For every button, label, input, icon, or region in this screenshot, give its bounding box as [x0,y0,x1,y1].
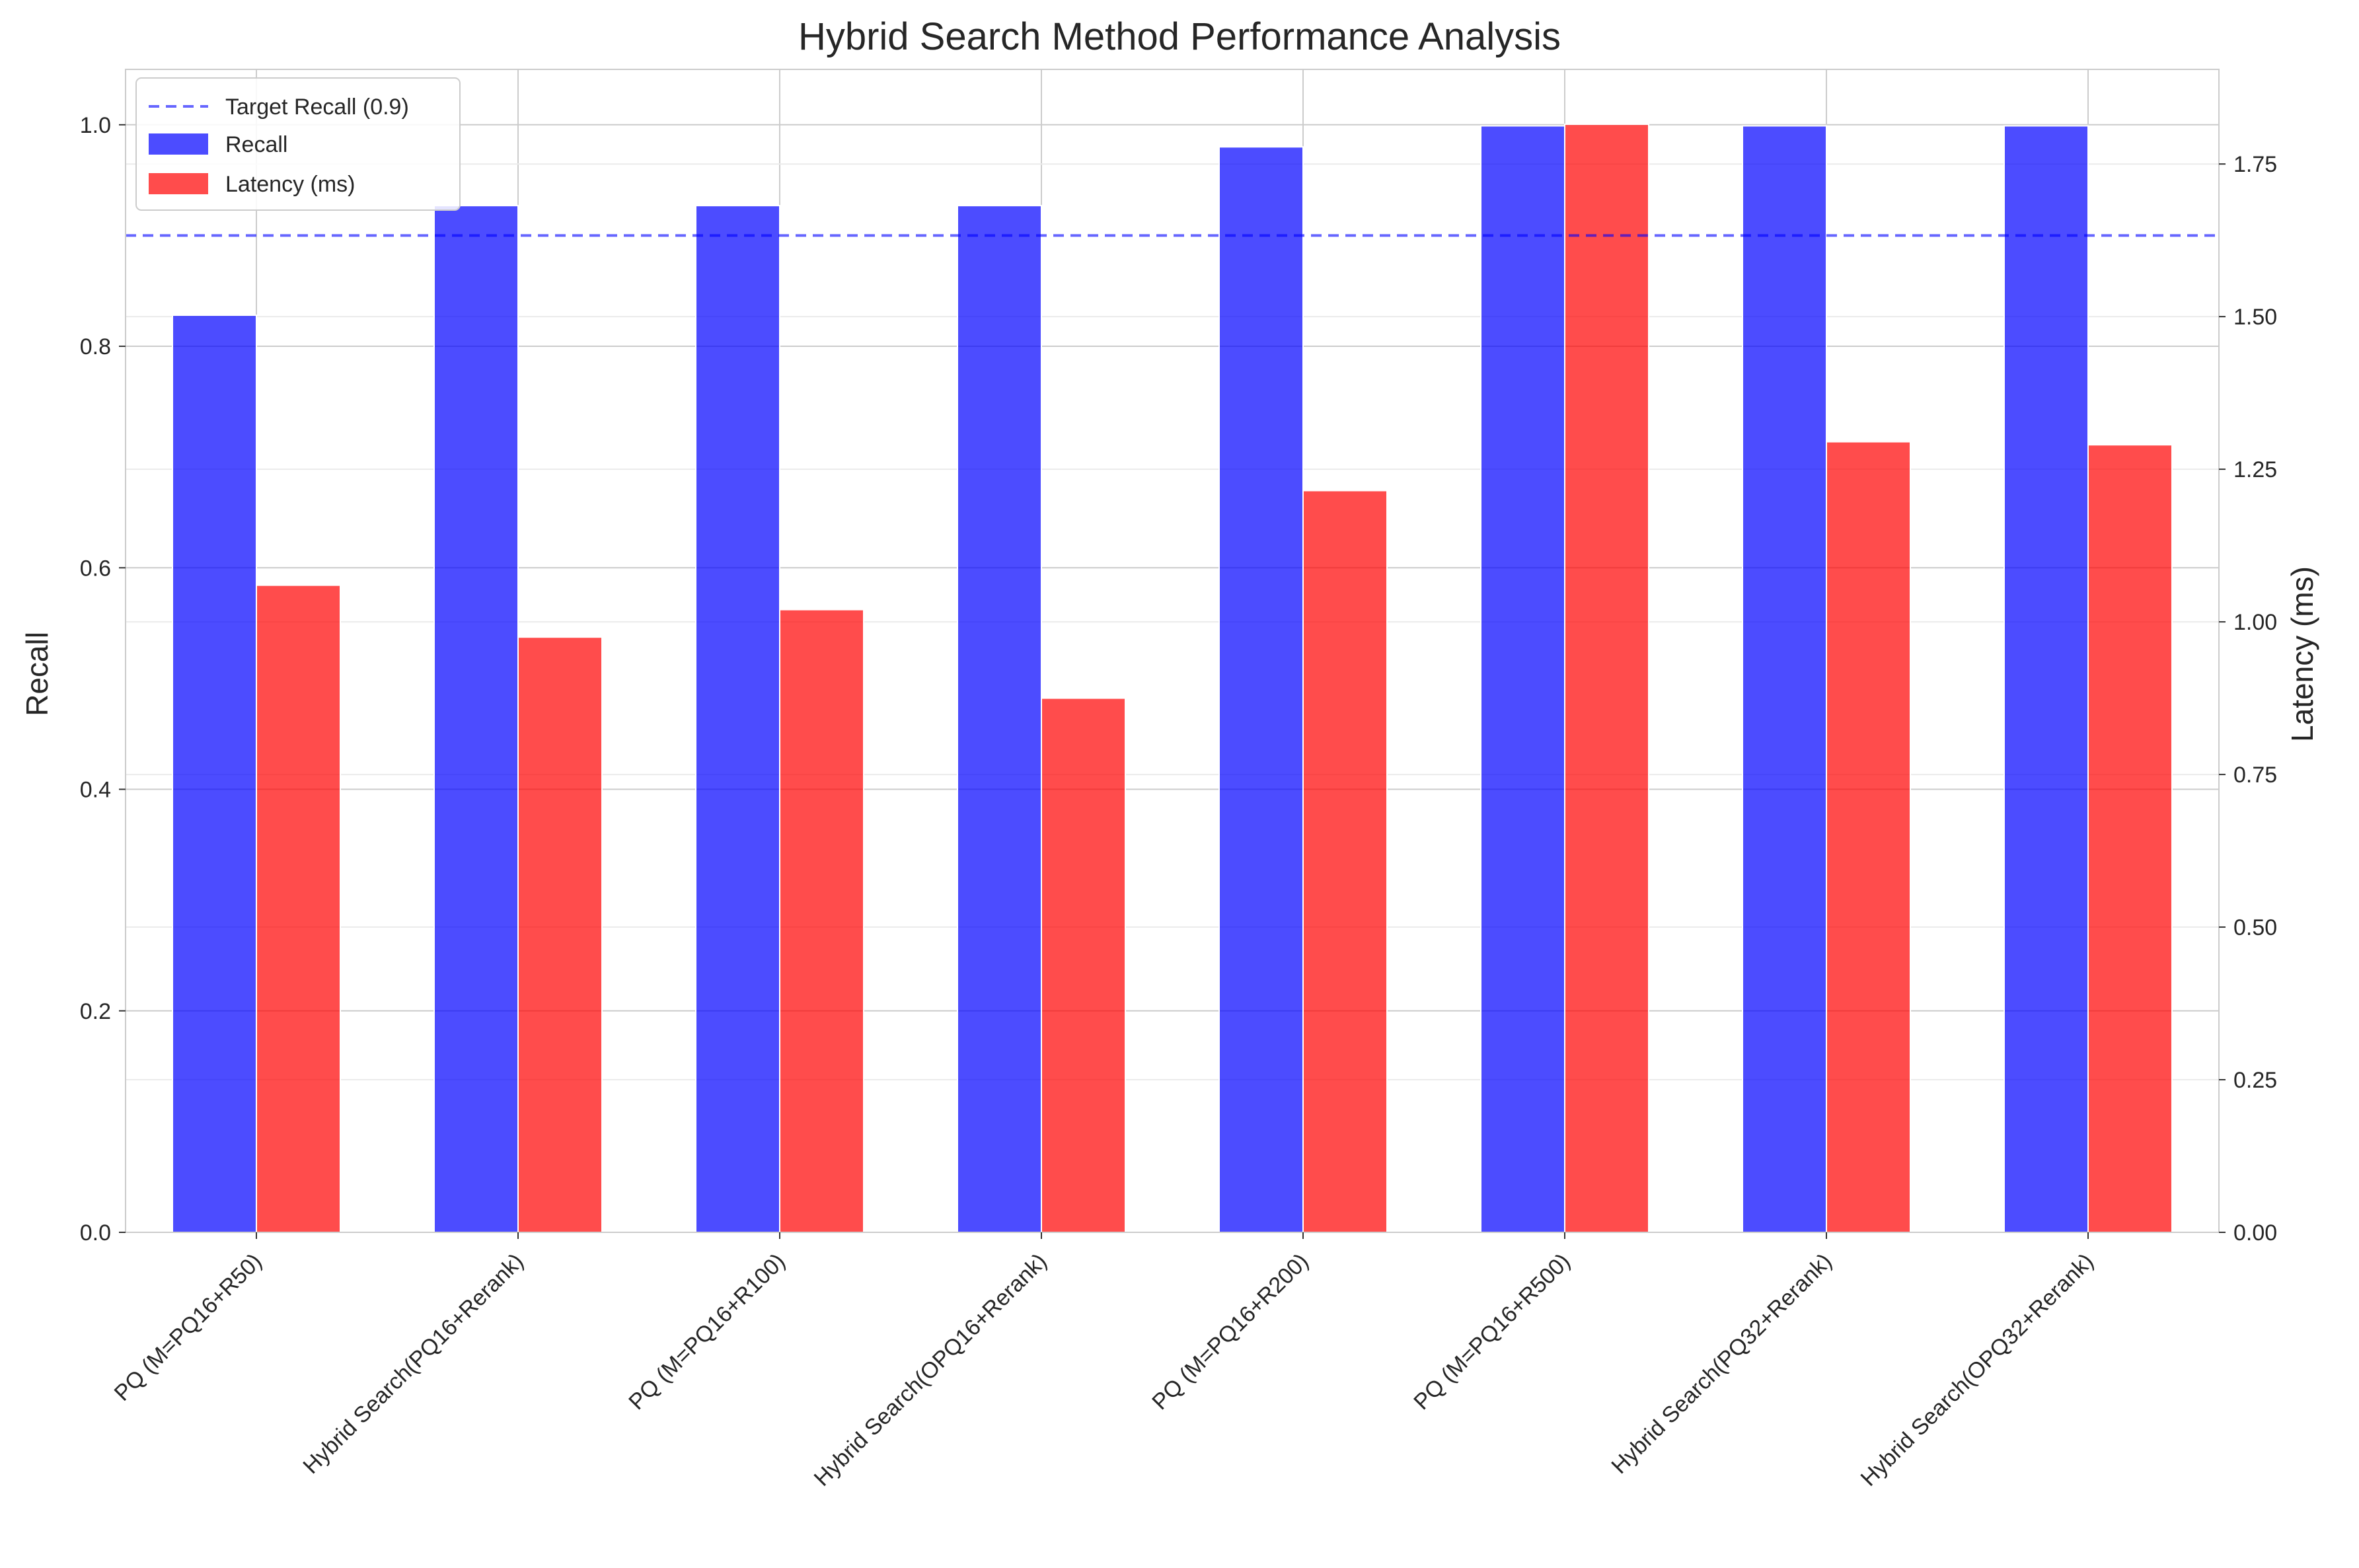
y2-axis-label: Latency (ms) [2285,566,2319,742]
recall-bar [695,205,780,1234]
y-tick-label: 0.4 [80,778,111,803]
legend-label-target-recall: Target Recall (0.9) [225,94,409,120]
plot-frame [125,69,2220,1233]
latency-bar [256,584,341,1233]
y-tick-label: 0.2 [80,999,111,1024]
legend-label-latency: Latency (ms) [225,172,356,197]
chart-title: Hybrid Search Method Performance Analysi… [798,15,1561,58]
legend-swatch-recall [149,133,208,155]
legend: Target Recall (0.9) Recall Latency (ms) [135,77,461,211]
latency-bar [1564,124,1649,1233]
y2-tick-label: 1.50 [2233,305,2277,330]
y-tick-label: 0.8 [80,334,111,359]
bars-layer [172,124,2173,1234]
y-tick-label: 0.0 [80,1220,111,1246]
latency-bar [517,636,603,1233]
latency-bar [2087,444,2173,1233]
y2-tick-label: 0.50 [2233,915,2277,940]
recall-bar [957,205,1042,1234]
recall-bar [433,205,519,1234]
y-tick-label: 0.6 [80,556,111,581]
latency-bar [779,609,864,1233]
y2-tick-label: 1.00 [2233,610,2277,635]
latency-bar [1826,441,1911,1233]
recall-bar [172,315,257,1234]
recall-bar [1480,125,1565,1233]
legend-label-recall: Recall [225,132,287,157]
y2-tick-label: 0.00 [2233,1220,2277,1246]
y2-tick-label: 0.25 [2233,1068,2277,1093]
legend-frame [135,77,461,211]
legend-swatch-latency [149,173,208,194]
y-axis-label: Recall [20,632,54,716]
y2-tick-label: 0.75 [2233,763,2277,788]
latency-bar [1302,490,1388,1233]
latency-bar [1041,697,1126,1233]
y2-tick-label: 1.25 [2233,457,2277,482]
axes-layer [125,69,2220,1233]
y2-tick-label: 1.75 [2233,152,2277,177]
recall-bar [1218,146,1304,1233]
y-tick-label: 1.0 [80,113,111,138]
recall-bar [2003,125,2089,1233]
recall-bar [1742,125,1827,1233]
